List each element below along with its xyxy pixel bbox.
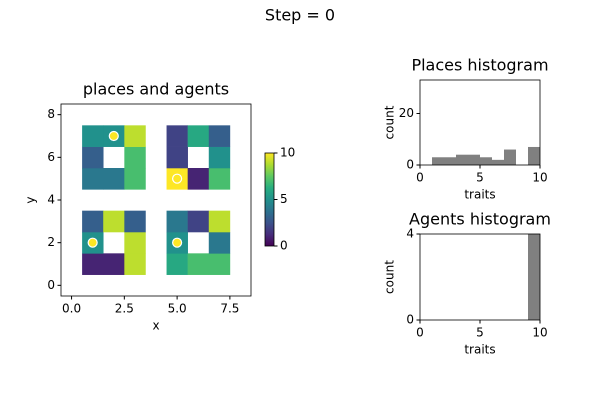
agent [87, 237, 98, 248]
heatmap-cell [208, 210, 231, 233]
y-tick-label: 8 [47, 107, 55, 121]
y-axis-label: count [383, 105, 397, 139]
y-tick-label: 4 [406, 227, 414, 241]
agent [108, 130, 119, 142]
y-tick-label: 0 [406, 158, 414, 172]
x-axis-label: traits [464, 343, 495, 357]
heatmap-cell [187, 125, 210, 147]
x-tick-label: 0 [416, 326, 424, 340]
histogram-bar [492, 159, 504, 165]
heatmap-cell [103, 253, 125, 275]
heatmap-cell [208, 146, 231, 169]
y-axis-label: count [383, 260, 397, 294]
heatmap-cell [187, 253, 210, 275]
heatmap-cell [124, 232, 146, 254]
x-tick-label: 5 [476, 326, 484, 340]
heatmap-cell [166, 210, 188, 233]
y-tick-label: 2 [47, 235, 55, 249]
colorbar [264, 152, 275, 247]
heatmap-cell [82, 210, 104, 233]
heatmap-cell [124, 125, 146, 147]
heatmap-cell [208, 168, 231, 190]
axes-frame [419, 79, 541, 166]
x-tick-label: 10 [532, 171, 547, 185]
heatmap-cell [103, 168, 125, 190]
heatmap-cell [124, 146, 146, 169]
heatmap-cell [124, 168, 146, 190]
x-tick-label: 10 [532, 326, 547, 340]
y-tick-label: 6 [47, 150, 55, 164]
chart-title: Agents histogram [409, 210, 551, 229]
histogram-bar [528, 234, 540, 320]
heatmap-cell [82, 168, 104, 190]
y-tick-label: 4 [47, 193, 55, 207]
x-tick-label: 7.5 [220, 302, 239, 316]
heatmap-cell [82, 253, 104, 275]
heatmap-cell [166, 253, 188, 275]
histogram-bar [432, 157, 444, 165]
heatmap-cell [124, 210, 146, 233]
histogram-bar [504, 149, 516, 165]
heatmap-cell [103, 210, 125, 233]
colorbar-tick-label: 10 [280, 146, 295, 160]
heatmap-cell [82, 125, 104, 147]
x-tick-label: 0.0 [62, 302, 81, 316]
histogram-bar [528, 146, 540, 165]
heatmap-cell [187, 210, 210, 233]
axes-frame [60, 103, 252, 297]
histogram-bar [480, 157, 492, 165]
chart-title: Places histogram [411, 56, 548, 75]
axes-frame [419, 233, 541, 321]
agent [172, 173, 183, 184]
agent [172, 237, 183, 248]
heatmap-cell [187, 168, 210, 190]
heatmap-cell [166, 146, 188, 169]
heatmap-cell [208, 125, 231, 147]
y-tick-label: 0 [406, 313, 414, 327]
heatmap-cell [124, 253, 146, 275]
heatmap-cell [208, 232, 231, 254]
colorbar-tick-label: 5 [280, 192, 288, 206]
x-axis-label: x [152, 319, 159, 333]
histogram-bar [468, 154, 480, 165]
y-axis-label: y [24, 196, 38, 203]
x-tick-label: 5.0 [168, 302, 187, 316]
x-tick-label: 0 [416, 171, 424, 185]
heatmap-cell [82, 146, 104, 169]
x-axis-label: traits [464, 188, 495, 202]
figure-title: Step = 0 [265, 6, 335, 25]
chart-title: places and agents [83, 80, 229, 99]
y-tick-label: 20 [399, 106, 414, 120]
y-tick-label: 0 [47, 278, 55, 292]
heatmap-cell [208, 253, 231, 275]
x-tick-label: 2.5 [115, 302, 134, 316]
x-tick-label: 5 [476, 171, 484, 185]
colorbar-tick-label: 0 [280, 239, 288, 253]
histogram-bar [456, 154, 468, 165]
heatmap-cell [166, 125, 188, 147]
histogram-bar [444, 157, 456, 165]
